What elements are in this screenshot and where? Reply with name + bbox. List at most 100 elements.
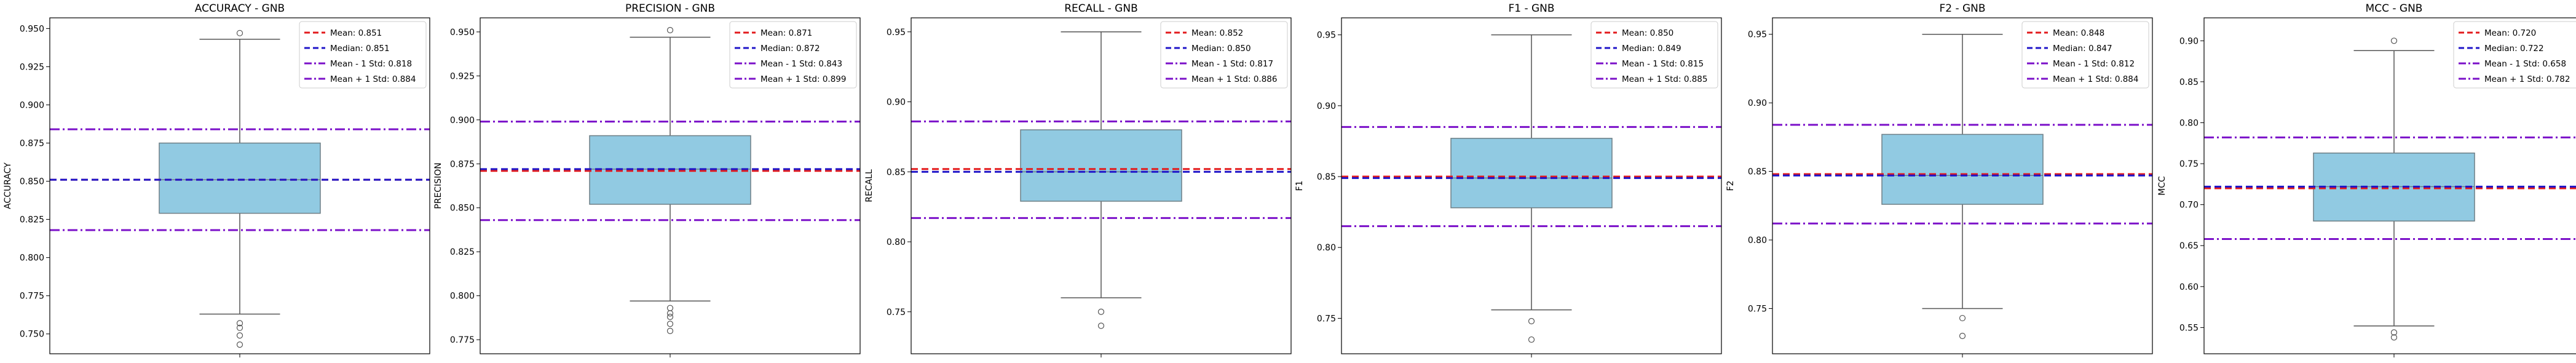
y-tick-label: 0.75 bbox=[887, 308, 906, 317]
outlier-point bbox=[2390, 329, 2398, 336]
outlier-point bbox=[1097, 322, 1105, 329]
y-tick-label: 0.850 bbox=[20, 177, 44, 187]
legend-entry-plus-std: Mean + 1 Std: 0.782 bbox=[2484, 74, 2570, 84]
iqr-box bbox=[159, 142, 321, 214]
outlier-point bbox=[1528, 317, 1535, 325]
outlier-point bbox=[1528, 336, 1535, 343]
y-tick-label: 0.85 bbox=[1317, 172, 1336, 182]
y-tick-label: 0.55 bbox=[2179, 323, 2199, 333]
y-tick-label: 0.85 bbox=[2179, 78, 2199, 87]
legend-box bbox=[1160, 21, 1288, 89]
y-axis-label: PRECISION bbox=[433, 162, 443, 209]
legend-entry-plus-std: Mean + 1 Std: 0.884 bbox=[2053, 74, 2138, 84]
legend-box bbox=[2453, 21, 2576, 89]
y-tick-label: 0.875 bbox=[450, 159, 475, 169]
y-tick-label: 0.750 bbox=[20, 330, 44, 340]
outlier-point bbox=[666, 26, 674, 34]
y-tick-label: 0.90 bbox=[1748, 98, 1767, 108]
y-axis-label: F1 bbox=[1295, 181, 1305, 191]
y-tick-label: 0.95 bbox=[887, 28, 906, 38]
y-tick-label: 0.950 bbox=[450, 28, 475, 38]
legend-entry-median: Median: 0.850 bbox=[1191, 44, 1251, 54]
y-axis-label: ACCURACY bbox=[3, 162, 13, 209]
legend: Mean: 0.852 Median: 0.850 Mean - 1 Std: 0.… bbox=[1160, 21, 1288, 89]
legend: Mean: 0.851 Median: 0.851 Mean - 1 Std: 0.… bbox=[299, 21, 427, 89]
legend-entry-median: Median: 0.872 bbox=[761, 44, 820, 54]
y-tick-label: 0.95 bbox=[1748, 30, 1767, 40]
y-tick-label: 0.850 bbox=[450, 204, 475, 213]
panel-3: RECALL - GNB RECALL 0.75 0.80 0.85 0.90 0.95 Me… bbox=[864, 2, 1292, 357]
legend-box bbox=[729, 21, 857, 89]
y-tick-label: 0.60 bbox=[2179, 282, 2199, 292]
y-tick-label: 0.95 bbox=[1317, 31, 1336, 41]
legend-entry-mean: Mean: 0.848 bbox=[2053, 28, 2104, 38]
legend-entry-mean: Mean: 0.720 bbox=[2484, 28, 2536, 38]
y-tick-label: 0.800 bbox=[450, 292, 475, 301]
panel-title: F2 - GNB bbox=[1939, 2, 1985, 15]
legend-entry-median: Median: 0.847 bbox=[2053, 44, 2112, 54]
iqr-box bbox=[1881, 134, 2044, 205]
y-tick-label: 0.800 bbox=[20, 253, 44, 263]
legend-entry-median: Median: 0.722 bbox=[2484, 44, 2544, 54]
y-tick-label: 0.65 bbox=[2179, 241, 2199, 251]
y-tick-label: 0.75 bbox=[1748, 304, 1767, 314]
legend-box bbox=[1590, 21, 1718, 89]
plot-frame bbox=[911, 17, 1292, 354]
legend-entry-mean: Mean: 0.851 bbox=[330, 28, 382, 38]
legend-entry-median: Median: 0.849 bbox=[1622, 44, 1681, 54]
iqr-box bbox=[1020, 129, 1182, 202]
y-axis-label: F2 bbox=[1726, 181, 1736, 191]
y-tick-label: 0.775 bbox=[450, 335, 475, 345]
legend: Mean: 0.850 Median: 0.849 Mean - 1 Std: 0.… bbox=[1590, 21, 1718, 89]
outlier-point bbox=[1959, 314, 1966, 322]
plot-frame bbox=[49, 17, 430, 354]
y-tick-label: 0.775 bbox=[20, 292, 44, 301]
legend-entry-minus-std: Mean - 1 Std: 0.817 bbox=[1191, 59, 1273, 69]
y-tick-label: 0.70 bbox=[2179, 201, 2199, 210]
y-tick-label: 0.925 bbox=[450, 71, 475, 81]
outlier-point bbox=[666, 327, 674, 334]
y-tick-label: 0.825 bbox=[20, 215, 44, 225]
plot-frame bbox=[1341, 17, 1722, 354]
panel-5: F2 - GNB F2 0.75 0.80 0.85 0.90 0.95 Mean: 0.84… bbox=[1726, 2, 2153, 357]
outlier-point bbox=[1959, 332, 1966, 340]
plot-frame bbox=[2203, 17, 2576, 354]
legend-box bbox=[2021, 21, 2149, 89]
legend-entry-minus-std: Mean - 1 Std: 0.658 bbox=[2484, 59, 2566, 69]
legend: Mean: 0.720 Median: 0.722 Mean - 1 Std: 0.… bbox=[2453, 21, 2576, 89]
iqr-box bbox=[1450, 138, 1613, 209]
outlier-point bbox=[236, 332, 243, 339]
panel-title: MCC - GNB bbox=[2366, 2, 2423, 15]
outlier-point bbox=[1097, 308, 1105, 315]
y-tick-label: 0.85 bbox=[887, 167, 906, 177]
legend-entry-minus-std: Mean - 1 Std: 0.818 bbox=[330, 59, 412, 69]
plot-frame bbox=[1772, 17, 2153, 354]
y-tick-label: 0.825 bbox=[450, 247, 475, 257]
outlier-point bbox=[236, 341, 243, 348]
legend-entry-plus-std: Mean + 1 Std: 0.885 bbox=[1622, 74, 1707, 84]
panel-4: F1 - GNB F1 0.75 0.80 0.85 0.90 0.95 Mean: 0.85… bbox=[1295, 2, 1722, 357]
legend-entry-mean: Mean: 0.871 bbox=[761, 28, 812, 38]
y-tick-label: 0.875 bbox=[20, 139, 44, 149]
y-tick-label: 0.900 bbox=[20, 100, 44, 110]
outlier-point bbox=[236, 324, 243, 331]
panel-2: PRECISION - GNB PRECISION 0.775 0.800 0.825 0… bbox=[433, 2, 861, 357]
legend: Mean: 0.871 Median: 0.872 Mean - 1 Std: 0.… bbox=[729, 21, 857, 89]
panel-title: ACCURACY - GNB bbox=[195, 2, 285, 15]
y-tick-label: 0.90 bbox=[1317, 102, 1336, 111]
y-tick-label: 0.85 bbox=[1748, 167, 1767, 177]
outlier-point bbox=[2390, 38, 2398, 44]
y-axis-label: MCC bbox=[2157, 176, 2167, 196]
legend-entry-minus-std: Mean - 1 Std: 0.843 bbox=[761, 59, 842, 69]
legend-entry-plus-std: Mean + 1 Std: 0.899 bbox=[761, 74, 846, 84]
outlier-point bbox=[666, 321, 674, 327]
legend-entry-mean: Mean: 0.850 bbox=[1622, 28, 1673, 38]
y-tick-label: 0.80 bbox=[1748, 236, 1767, 245]
y-tick-label: 0.75 bbox=[2179, 159, 2199, 169]
y-tick-label: 0.80 bbox=[1317, 243, 1336, 253]
panel-title: F1 - GNB bbox=[1508, 2, 1554, 15]
panel-6: MCC - GNB MCC 0.55 0.60 0.65 0.70 0.75 0.80 0.85… bbox=[2157, 2, 2576, 357]
y-tick-label: 0.80 bbox=[887, 237, 906, 247]
outlier-point bbox=[236, 30, 243, 36]
